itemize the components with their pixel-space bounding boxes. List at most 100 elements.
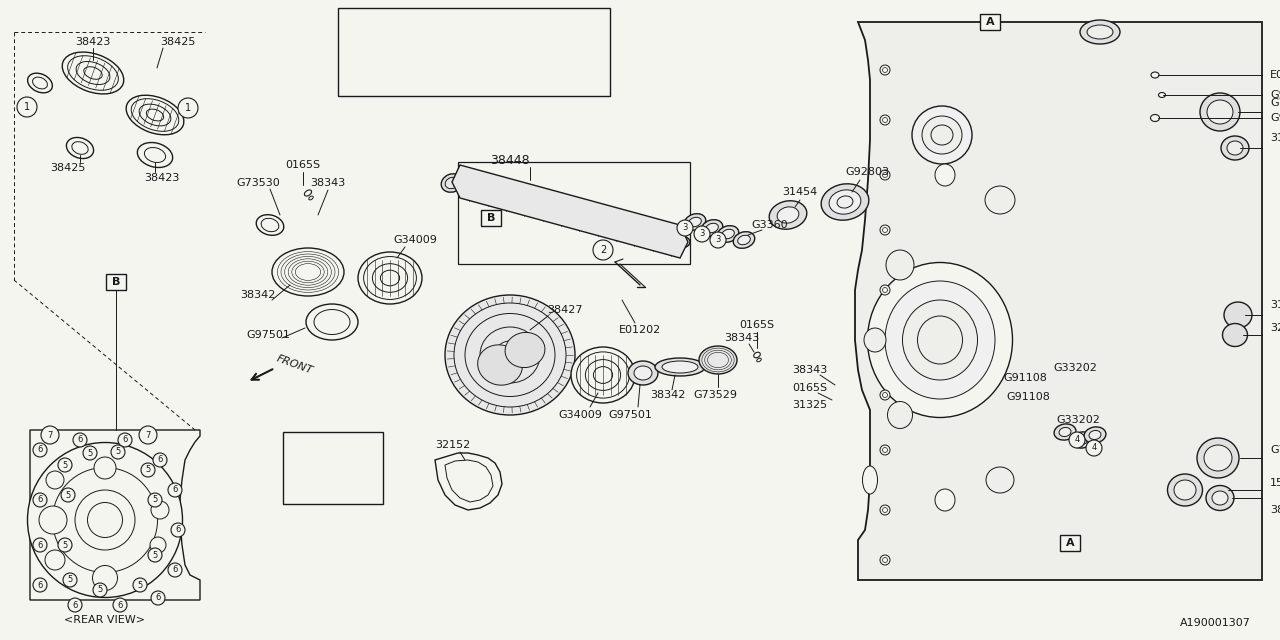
Text: 2: 2 [600,245,607,255]
Bar [338,8,611,96]
Ellipse shape [1197,438,1239,478]
Ellipse shape [864,328,886,352]
Text: 5: 5 [63,461,68,470]
Text: 38342: 38342 [241,290,275,300]
Ellipse shape [662,361,698,373]
Ellipse shape [146,109,164,121]
Text: 5: 5 [65,490,70,499]
Ellipse shape [273,248,344,296]
Ellipse shape [288,259,328,285]
Ellipse shape [445,177,458,189]
Text: 6: 6 [37,445,42,454]
Ellipse shape [931,125,954,145]
Ellipse shape [308,196,314,200]
Text: 5: 5 [115,447,120,456]
Ellipse shape [1071,432,1093,448]
Ellipse shape [1228,141,1243,155]
Ellipse shape [278,252,339,292]
Text: B: B [486,213,495,223]
Ellipse shape [717,226,739,243]
Ellipse shape [829,190,861,214]
Ellipse shape [707,351,730,369]
Text: 7: 7 [146,431,151,440]
Bar [481,210,500,226]
Text: 38342: 38342 [650,390,686,400]
Text: G9102: G9102 [1270,90,1280,100]
Text: 31451: 31451 [549,47,585,57]
Circle shape [33,443,47,457]
Text: ③: ③ [507,18,516,28]
Ellipse shape [902,300,978,380]
Text: 0165S: 0165S [792,383,828,393]
Circle shape [83,446,97,460]
Ellipse shape [445,295,575,415]
Ellipse shape [282,254,335,290]
Text: ⑤: ⑤ [507,76,516,86]
Text: 1: 1 [24,102,29,112]
Text: G33202: G33202 [1056,415,1100,425]
Text: 31325: 31325 [792,400,828,410]
Bar [106,274,125,290]
Text: D038021: D038021 [389,18,440,28]
Circle shape [677,220,692,236]
Ellipse shape [837,196,852,208]
Ellipse shape [45,550,65,570]
Ellipse shape [882,118,887,122]
Text: G92803: G92803 [845,167,890,177]
Text: 38336: 38336 [549,76,585,86]
Ellipse shape [934,489,955,511]
Text: 5: 5 [146,465,151,474]
Text: G97501: G97501 [608,410,652,420]
Ellipse shape [137,143,173,168]
Text: 6: 6 [175,525,180,534]
Ellipse shape [506,332,545,367]
Text: 7: 7 [47,431,52,440]
Ellipse shape [882,447,887,452]
Ellipse shape [127,95,184,135]
Ellipse shape [1076,435,1088,445]
Circle shape [168,483,182,497]
Ellipse shape [722,229,735,239]
Ellipse shape [1222,323,1248,346]
Ellipse shape [922,116,963,154]
Ellipse shape [150,537,166,553]
Ellipse shape [1224,302,1252,328]
Circle shape [168,563,182,577]
Circle shape [113,598,127,612]
Text: A: A [1066,538,1074,548]
Ellipse shape [769,201,806,229]
Ellipse shape [685,214,705,230]
Circle shape [58,538,72,552]
Text: 6: 6 [123,435,128,445]
Ellipse shape [477,345,522,385]
Polygon shape [452,165,689,258]
Text: ⑦: ⑦ [294,463,305,473]
Ellipse shape [881,225,890,235]
Bar [1060,535,1080,551]
Text: 0165S: 0165S [740,320,774,330]
Ellipse shape [76,490,134,550]
Ellipse shape [737,236,750,244]
Ellipse shape [986,467,1014,493]
Ellipse shape [934,164,955,186]
Ellipse shape [495,341,525,369]
Text: T=1.00: T=1.00 [454,47,495,57]
Circle shape [154,453,166,467]
Ellipse shape [754,352,760,358]
Circle shape [73,433,87,447]
Ellipse shape [881,170,890,180]
Ellipse shape [576,352,630,398]
Text: G3360: G3360 [751,220,788,230]
Ellipse shape [292,261,324,283]
Text: 32290: 32290 [1270,323,1280,333]
Circle shape [118,433,132,447]
Ellipse shape [882,227,887,232]
Ellipse shape [52,467,157,573]
Ellipse shape [882,287,887,292]
Ellipse shape [863,466,878,494]
Ellipse shape [881,115,890,125]
Text: 38448: 38448 [490,154,530,166]
Text: G7410: G7410 [1270,445,1280,455]
Ellipse shape [881,65,890,75]
Text: 4: 4 [1092,444,1097,452]
